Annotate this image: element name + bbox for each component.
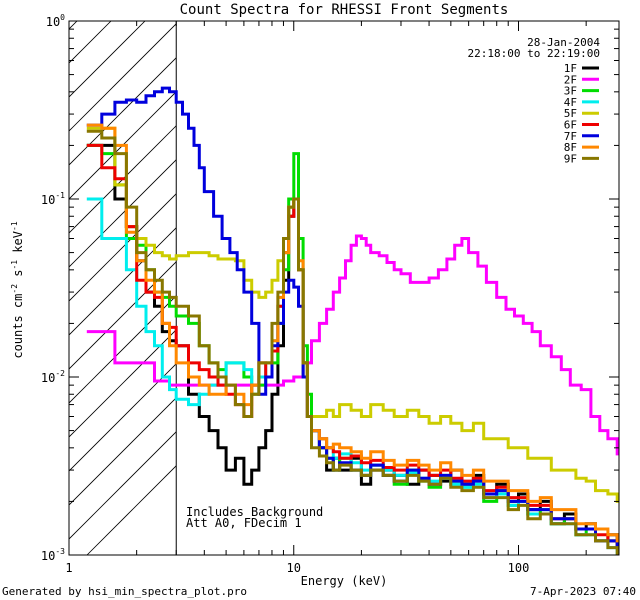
hatch-line: [69, 363, 177, 472]
hatch-line: [86, 465, 177, 555]
hatched-region: [69, 21, 177, 555]
hatch-line: [69, 295, 177, 404]
hatch-line: [69, 431, 177, 540]
y-axis: 100 10-1 10-2 10-3: [41, 13, 619, 563]
hatch-line: [69, 227, 177, 336]
footer-generated-by: Generated by hsi_min_spectra_plot.pro: [2, 585, 247, 598]
plot-frame: [68, 20, 620, 556]
x-tick-label: 10: [287, 561, 301, 575]
hatch-line: [69, 57, 177, 166]
legend-label-2F: 2F: [564, 73, 577, 86]
series-line-9F: [86, 129, 619, 555]
legend-label-4F: 4F: [564, 96, 577, 109]
legend-label-1F: 1F: [564, 62, 577, 75]
series-line-2F: [86, 234, 619, 456]
y-tick-label: 100: [46, 13, 65, 29]
legend-label-9F: 9F: [564, 152, 577, 165]
y-tick-label: 10-1: [41, 191, 65, 207]
annotation-attenuator: Att A0, FDecim 1: [186, 516, 302, 530]
y-tick-label: 10-2: [41, 369, 65, 385]
series-line-5F: [86, 126, 619, 503]
footer-timestamp: 7-Apr-2023 07:40: [530, 585, 636, 598]
x-axis-label: Energy (keV): [301, 574, 388, 588]
x-axis: 1 10 100: [65, 21, 587, 575]
hatch-line: [69, 261, 177, 370]
legend-label-6F: 6F: [564, 119, 577, 132]
x-tick-label: 100: [508, 561, 530, 575]
chart-title: Count Spectra for RHESSI Front Segments: [180, 2, 509, 18]
hatch-line: [69, 23, 177, 132]
x-tick-label: 1: [65, 561, 72, 575]
hatch-line: [69, 397, 177, 506]
hatch-line: [69, 21, 146, 98]
y-axis-label: counts cm-2 s-1 keV-1: [10, 221, 25, 358]
date-label: 28-Jan-2004: [527, 36, 600, 49]
time-range-label: 22:18:00 to 22:19:00: [468, 47, 600, 60]
y-tick-label: 10-3: [41, 547, 65, 563]
legend-label-8F: 8F: [564, 141, 577, 154]
legend-label-7F: 7F: [564, 130, 577, 143]
annotation-background: Includes Background: [186, 505, 323, 519]
series-line-7F: [86, 86, 619, 550]
series-layer: [86, 86, 619, 555]
hatch-line: [69, 193, 177, 302]
legend-label-5F: 5F: [564, 107, 577, 120]
legend-label-3F: 3F: [564, 85, 577, 98]
series-line-8F: [86, 123, 619, 543]
